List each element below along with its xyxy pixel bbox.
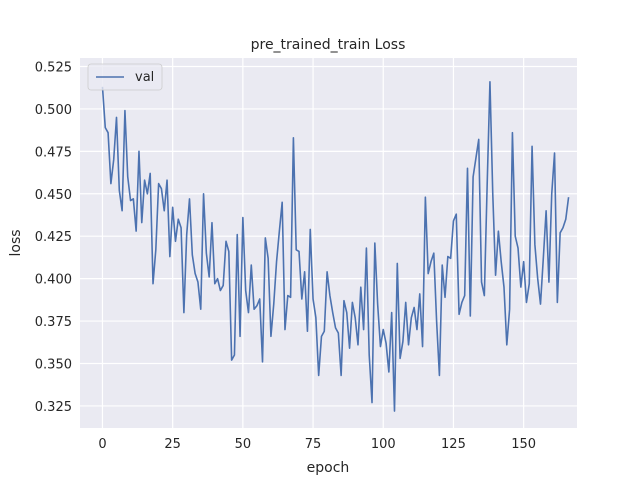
legend-label-val: val (135, 70, 154, 85)
y-axis-label: loss (8, 229, 24, 256)
x-tick-label: 125 (441, 437, 466, 452)
y-tick-label: 0.350 (35, 358, 72, 373)
chart-title: pre_trained_train Loss (251, 37, 406, 53)
y-tick-label: 0.450 (35, 188, 72, 203)
legend: val (87, 63, 163, 91)
x-tick-label: 25 (164, 437, 181, 452)
grid-lines (80, 58, 577, 428)
y-axis-ticks: 0.325 0.350 0.375 0.400 0.425 0.450 0.475 0.500… (35, 60, 72, 414)
x-tick-label: 50 (235, 437, 252, 452)
legend-box (87, 63, 163, 91)
series-lines (101, 80, 570, 412)
x-tick-label: 75 (305, 437, 322, 452)
y-tick-label: 0.475 (35, 145, 72, 160)
x-axis-label: epoch (307, 460, 350, 476)
series-line-val (101, 80, 570, 412)
x-tick-label: 100 (371, 437, 396, 452)
y-tick-label: 0.375 (35, 315, 72, 330)
x-axis-ticks: 0 25 50 75 100 125 150 (98, 437, 536, 452)
x-tick-label: 150 (511, 437, 536, 452)
y-tick-label: 0.500 (35, 103, 72, 118)
y-tick-label: 0.525 (35, 60, 72, 75)
y-tick-label: 0.325 (35, 400, 72, 415)
x-tick-label: 0 (98, 437, 106, 452)
y-tick-label: 0.400 (35, 273, 72, 288)
plot-area (80, 58, 577, 428)
y-tick-label: 0.425 (35, 230, 72, 245)
